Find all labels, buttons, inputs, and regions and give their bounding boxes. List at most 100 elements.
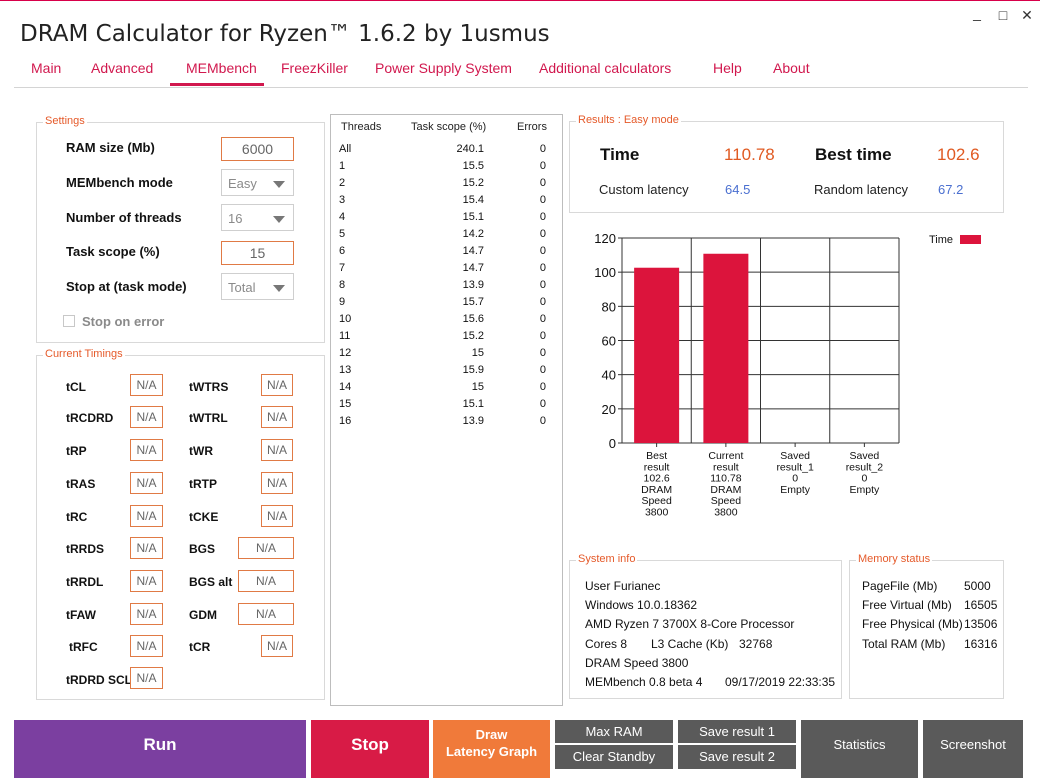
tab-freezkiller[interactable]: FreezKiller (281, 60, 348, 76)
best-time-label: Best time (815, 145, 892, 164)
timing-label: tRP (66, 444, 87, 458)
sysinfo-cpu: AMD Ryzen 7 3700X 8-Core Processor (585, 617, 795, 631)
errors-cell: 0 (539, 228, 546, 240)
x-tick-label: 110.78 (710, 473, 741, 485)
screenshot-button[interactable]: Screenshot (923, 720, 1023, 778)
stop-at-select[interactable]: Total (221, 273, 294, 300)
tab-power-supply[interactable]: Power Supply System (375, 60, 512, 76)
system-info-group: System info (569, 553, 842, 699)
thread-cell: 5 (339, 228, 346, 240)
errors-cell: 0 (539, 160, 546, 172)
timing-value: N/A (130, 667, 163, 689)
task-scope-cell: 14.7 (462, 262, 484, 274)
max-ram-button[interactable]: Max RAM (555, 720, 673, 743)
thread-cell: 10 (339, 313, 352, 325)
timing-label: BGS (189, 542, 216, 556)
task-scope-input[interactable]: 15 (221, 241, 294, 265)
ram-size-label: RAM size (Mb) (66, 140, 155, 155)
thread-cell: 1 (339, 160, 346, 172)
statistics-button[interactable]: Statistics (801, 720, 918, 778)
thread-cell: 2 (339, 177, 346, 189)
thread-cell: 7 (339, 262, 346, 274)
threads-select[interactable]: 16 (221, 204, 294, 231)
membench-mode-select[interactable]: Easy (221, 169, 294, 196)
thread-cell: 13 (339, 364, 352, 376)
timing-value: N/A (238, 603, 294, 625)
timing-label: tRC (66, 510, 88, 524)
settings-group: Settings (36, 115, 325, 343)
active-tab-indicator (170, 83, 264, 86)
tab-main[interactable]: Main (31, 60, 62, 76)
table-row: 8 13.9 0 (331, 279, 562, 296)
task-scope-cell: 15.6 (462, 313, 484, 325)
tab-help[interactable]: Help (713, 60, 742, 76)
clear-standby-button[interactable]: Clear Standby (555, 745, 673, 769)
task-scope-cell: 15.1 (462, 398, 484, 410)
errors-cell: 0 (539, 211, 546, 223)
task-scope-cell: 15.1 (462, 211, 484, 223)
save-result-1-button[interactable]: Save result 1 (678, 720, 796, 743)
thread-cell: 12 (339, 347, 352, 359)
errors-cell: 0 (539, 313, 546, 325)
task-scope-label: Task scope (%) (66, 244, 160, 259)
timing-value: N/A (130, 374, 163, 396)
stop-button[interactable]: Stop (311, 720, 429, 778)
mem-label: Free Virtual (Mb) (862, 598, 952, 612)
errors-cell: 0 (539, 347, 546, 359)
task-scope-cell: 15.2 (462, 177, 484, 189)
errors-cell: 0 (539, 245, 546, 257)
y-tick-label: 80 (602, 299, 616, 314)
thread-cell: 4 (339, 211, 346, 223)
draw-latency-graph-button[interactable]: Draw Latency Graph (433, 720, 550, 778)
y-tick-label: 120 (594, 231, 616, 246)
task-scope-cell: 14.2 (462, 228, 484, 240)
tab-about[interactable]: About (773, 60, 810, 76)
timing-label: tWTRL (189, 411, 228, 425)
table-row: 6 14.7 0 (331, 245, 562, 262)
task-scope-cell: 15 (471, 381, 484, 393)
legend-label: Time (929, 234, 953, 246)
timing-label: tRTP (189, 477, 217, 491)
table-row: 5 14.2 0 (331, 228, 562, 245)
tab-additional-calculators[interactable]: Additional calculators (539, 60, 672, 76)
maximize-button[interactable]: □ (998, 7, 1008, 23)
timing-label: tRAS (66, 477, 96, 491)
tab-advanced[interactable]: Advanced (91, 60, 154, 76)
task-scope-cell: 240.1 (456, 143, 484, 155)
task-scope-cell: 15.5 (462, 160, 484, 172)
thread-cell: 8 (339, 279, 346, 291)
save-result-2-button[interactable]: Save result 2 (678, 745, 796, 769)
ram-size-input[interactable]: 6000 (221, 137, 294, 161)
timing-label: tCKE (189, 510, 219, 524)
mem-value: 5000 (964, 579, 991, 593)
y-tick-label: 0 (609, 436, 616, 451)
timing-value: N/A (261, 406, 293, 428)
stop-on-error-checkbox[interactable] (63, 315, 75, 327)
thread-cell: 14 (339, 381, 352, 393)
legend-swatch (960, 235, 981, 244)
sysinfo-cores: Cores 8 (585, 637, 628, 651)
run-button[interactable]: Run (14, 720, 306, 778)
minimize-button[interactable]: _ (973, 5, 981, 21)
timings-title: Current Timings (43, 348, 125, 360)
table-row: 1 15.5 0 (331, 160, 562, 177)
timing-label: tRRDS (66, 542, 104, 556)
x-tick-label: Empty (780, 484, 811, 496)
y-tick-label: 100 (594, 265, 616, 280)
timing-label: BGS alt (189, 575, 233, 589)
column-header-errors: Errors (517, 121, 547, 133)
x-tick-label: result_1 (776, 461, 814, 473)
results-group: Results : Easy mode (569, 114, 1004, 213)
sysinfo-version: MEMbench 0.8 beta 4 (585, 675, 703, 689)
task-scope-cell: 13.9 (462, 415, 484, 427)
tab-membench[interactable]: MEMbench (186, 60, 257, 76)
task-scope-cell: 15.2 (462, 330, 484, 342)
errors-cell: 0 (539, 398, 546, 410)
timing-label: tRCDRD (66, 411, 114, 425)
memory-status-title: Memory status (856, 553, 933, 565)
close-button[interactable]: ✕ (1021, 7, 1033, 23)
best-time-value: 102.6 (937, 145, 980, 164)
y-tick-label: 40 (602, 368, 616, 383)
timing-label: tCL (66, 380, 86, 394)
timing-label: tRDRD SCL (66, 673, 132, 687)
